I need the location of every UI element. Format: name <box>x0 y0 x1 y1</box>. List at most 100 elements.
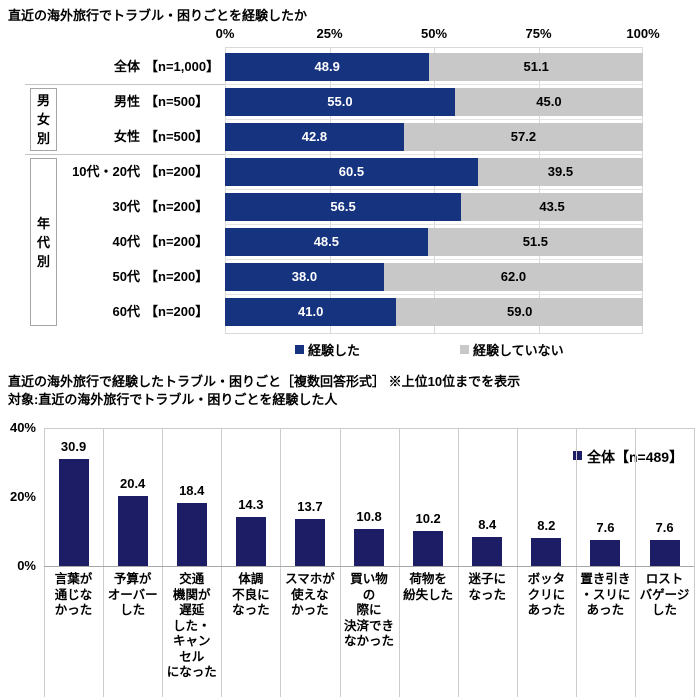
chart2-value-label: 18.4 <box>179 482 205 498</box>
chart1-row-separator <box>225 294 643 295</box>
chart2-bar <box>58 459 89 566</box>
chart2-top-gridline <box>44 428 695 429</box>
chart2-category-label: 体調 不良に なった <box>232 572 270 617</box>
chart2-subtitle: 対象:直近の海外旅行でトラブル・困りごとを経験した人 <box>8 392 338 407</box>
chart1-gridline <box>538 47 540 334</box>
chart2-bar <box>413 530 444 566</box>
chart2-column-separator <box>280 428 282 697</box>
chart1-bar-experienced: 42.8 <box>225 123 404 151</box>
chart1-bar-experienced: 56.5 <box>225 193 462 221</box>
chart2-column-separator <box>339 428 341 697</box>
chart2-category-label: 交通 機関が 遅延 した・ キャン セル になった <box>166 572 217 679</box>
chart1-bar-not-experienced: 51.1 <box>429 53 643 81</box>
chart1-legend-swatch-experienced <box>295 345 304 354</box>
chart1-row-label: 30代 <box>112 199 140 214</box>
chart2-value-label: 13.7 <box>297 498 323 514</box>
chart2-value-label: 8.2 <box>537 517 556 533</box>
chart1-title: 直近の海外旅行でトラブル・困りごとを経験したか <box>8 8 308 23</box>
chart2-category-label: 荷物を 紛失した <box>403 572 454 602</box>
chart2-bar <box>117 495 148 566</box>
chart1-x-tick: 75% <box>525 26 552 41</box>
chart1-bar-experienced: 55.0 <box>225 88 455 116</box>
chart2-bar <box>531 537 562 566</box>
chart2-column-separator <box>516 428 518 697</box>
chart2-value-label: 7.6 <box>655 519 674 535</box>
chart2-column-separator <box>221 428 223 697</box>
chart2-column-separator <box>457 428 459 697</box>
chart2-category-label: 迷子に なった <box>468 572 506 602</box>
chart2-value-label: 7.6 <box>596 519 615 535</box>
chart1-row-separator <box>225 119 643 120</box>
chart2-category-label: スマホが 使えな かった <box>285 572 335 617</box>
chart2-bar <box>354 528 385 566</box>
chart2-bar <box>294 518 325 566</box>
chart2-column-separator <box>694 428 696 697</box>
chart2-column-separator <box>398 428 400 697</box>
chart2-value-label: 10.8 <box>356 508 382 524</box>
chart1-x-tick: 0% <box>215 26 235 41</box>
chart1-row-n-label: 【n=1,000】 <box>145 59 220 74</box>
chart1-row-label: 40代 <box>112 234 140 249</box>
chart2-value-label: 8.4 <box>478 517 497 533</box>
chart1-bar-experienced: 60.5 <box>225 158 478 186</box>
chart1-legend-label-experienced: 経験した <box>308 343 361 358</box>
chart2-category-label: 言葉が 通じな かった <box>54 572 93 617</box>
chart2-category-label: 買い物 の 際に 決済でき なかった <box>344 572 395 648</box>
chart1-bar-experienced: 48.9 <box>225 53 430 81</box>
chart2-category-label: ボッタ クリに あった <box>527 572 566 617</box>
chart1-bar-experienced: 38.0 <box>225 263 384 291</box>
chart1-legend-label-not-experienced: 経験していない <box>473 343 564 358</box>
chart1-row-n-label: 【n=500】 <box>145 94 209 109</box>
chart1-row-separator <box>225 224 643 225</box>
chart1-x-tick: 25% <box>316 26 343 41</box>
chart1-bar-not-experienced: 43.5 <box>461 193 643 221</box>
chart1-group-separator <box>25 154 225 155</box>
chart2-value-label: 10.2 <box>415 510 441 526</box>
chart1-bar-not-experienced: 57.2 <box>403 123 643 151</box>
chart1-legend-swatch-not-experienced <box>460 345 469 354</box>
chart2-bar <box>649 539 680 566</box>
chart1-gridline <box>329 47 331 334</box>
chart1-bar-not-experienced: 51.5 <box>427 228 643 256</box>
chart1-row-separator <box>225 189 643 190</box>
chart2-category-label: 置き引き ・スリに あった <box>580 572 631 617</box>
chart1-bar-not-experienced: 39.5 <box>477 158 643 186</box>
chart1-x-tick: 100% <box>626 26 660 41</box>
chart2-column-separator <box>44 428 45 697</box>
chart1-row-n-label: 【n=200】 <box>145 234 209 249</box>
chart2-bar <box>472 537 503 566</box>
chart2-value-label: 20.4 <box>119 475 146 491</box>
chart2-category-label: ロスト バゲージ した <box>639 572 690 617</box>
chart1-row-separator <box>225 259 643 260</box>
chart2-bar <box>176 502 207 566</box>
chart2-bar <box>235 516 266 566</box>
chart1-row-n-label: 【n=500】 <box>145 129 209 144</box>
chart1-bar-not-experienced: 45.0 <box>454 88 643 116</box>
chart1-group-separator <box>25 84 225 85</box>
chart2-value-label: 30.9 <box>60 439 87 455</box>
chart1-row-n-label: 【n=200】 <box>145 304 209 319</box>
chart2-y-tick: 0% <box>17 558 36 573</box>
chart1-row-label: 全体 <box>113 59 140 74</box>
chart1-row-label: 10代・20代 <box>72 164 140 179</box>
chart2-column-separator <box>162 428 164 697</box>
chart1-row-n-label: 【n=200】 <box>145 199 209 214</box>
chart1-group-box: 男 女 別 <box>30 88 57 151</box>
chart2-value-label: 14.3 <box>238 496 264 512</box>
chart1-row-label: 女性 <box>113 129 140 144</box>
chart1-row-separator <box>225 154 643 155</box>
chart2-x-axis-line <box>44 566 695 567</box>
chart1-bar-experienced: 41.0 <box>225 298 397 326</box>
chart2-y-tick: 20% <box>9 489 36 504</box>
chart1-bar-not-experienced: 59.0 <box>396 298 643 326</box>
chart1-bar-not-experienced: 62.0 <box>383 263 643 291</box>
chart2-bar <box>590 539 621 566</box>
chart2-category-label: 予算が オーバー した <box>107 572 158 617</box>
chart1-bar-experienced: 48.5 <box>225 228 428 256</box>
chart2-title: 直近の海外旅行で経験したトラブル・困りごと［複数回答形式］ ※上位10位までを表… <box>8 374 521 389</box>
chart1-row-label: 男性 <box>113 94 140 109</box>
chart1-gridline <box>434 47 435 334</box>
chart1-group-box: 年 代 別 <box>30 158 57 326</box>
chart2-y-tick: 40% <box>9 420 36 435</box>
